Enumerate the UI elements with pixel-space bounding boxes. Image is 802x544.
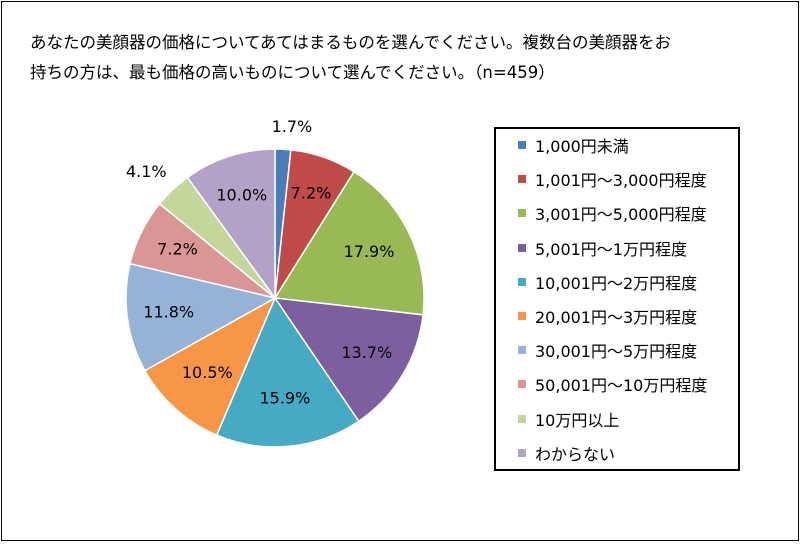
legend-swatch xyxy=(518,175,526,184)
legend-item-7: 30,001円～5万円程度 xyxy=(518,338,697,362)
data-label-3: 17.9% xyxy=(344,242,395,261)
data-label-5: 15.9% xyxy=(259,388,310,407)
legend-label: 20,001円～3万円程度 xyxy=(535,308,698,327)
legend-item-1: 1,000円未満 xyxy=(518,133,629,157)
legend-swatch xyxy=(518,346,526,355)
legend-label: 10,001円～2万円程度 xyxy=(535,273,698,293)
legend-label: 1,001円～3,000円程度 xyxy=(535,171,707,191)
legend-item-4: 5,001円～1万円程度 xyxy=(518,236,687,260)
legend-swatch xyxy=(518,277,526,286)
legend-swatch xyxy=(518,141,526,149)
legend-label: 50,001円～10万円程度 xyxy=(535,376,708,396)
pie-slice-3 xyxy=(273,170,425,316)
legend-item-10: わからない xyxy=(518,441,615,465)
legend-item-2: 1,001円～3,000円程度 xyxy=(518,167,707,191)
data-label-10: 10.0% xyxy=(216,186,267,205)
chart-legend: 1,000円未満 1,001円～3,000円程度 3,001円～5,000円程度 5,… xyxy=(494,127,740,471)
pie-slice-10 xyxy=(186,148,276,301)
legend-swatch xyxy=(518,448,526,457)
legend-swatch xyxy=(518,414,526,423)
pie-slice-4 xyxy=(273,297,424,423)
data-label-1: 1.7% xyxy=(272,117,313,136)
legend-item-6: 20,001円～3万円程度 xyxy=(518,304,697,328)
pie-slice-6 xyxy=(143,296,277,437)
legend-item-8: 50,001円～10万円程度 xyxy=(518,372,707,396)
legend-swatch xyxy=(518,312,526,320)
chart-title: あなたの美顔器の価格についてあてはまるものを選んでください。複数台の美顔器をお … xyxy=(30,28,730,88)
legend-label: 30,001円～5万円程度 xyxy=(535,342,698,362)
legend-label: 3,001円～5,000円程度 xyxy=(535,205,707,225)
chart-title-line-2: 持ちの方は、最も価格の高いものについて選んでください。（n=459） xyxy=(30,63,555,82)
legend-item-5: 10,001円～2万円程度 xyxy=(518,270,697,294)
legend-label: 5,001円～1万円程度 xyxy=(535,239,687,259)
legend-item-9: 10万円以上 xyxy=(518,407,619,431)
data-label-4: 13.7% xyxy=(341,343,392,362)
legend-swatch xyxy=(518,380,526,389)
legend-label: 1,000円未満 xyxy=(535,137,629,156)
legend-item-3: 3,001円～5,000円程度 xyxy=(518,201,707,225)
data-label-9: 4.1% xyxy=(126,162,167,181)
pie-slice-7 xyxy=(125,262,278,372)
legend-label: 10万円以上 xyxy=(535,410,620,430)
chart-title-line-1: あなたの美顔器の価格についてあてはまるものを選んでください。複数台の美顔器をお xyxy=(30,33,672,52)
legend-swatch xyxy=(518,209,526,218)
legend-label: わからない xyxy=(535,444,616,464)
data-label-8: 7.2% xyxy=(157,239,198,258)
data-label-2: 7.2% xyxy=(291,183,332,202)
pie-slice-5 xyxy=(215,296,360,448)
legend-swatch xyxy=(518,243,526,252)
data-label-7: 11.8% xyxy=(143,302,194,321)
data-label-6: 10.5% xyxy=(182,363,233,382)
